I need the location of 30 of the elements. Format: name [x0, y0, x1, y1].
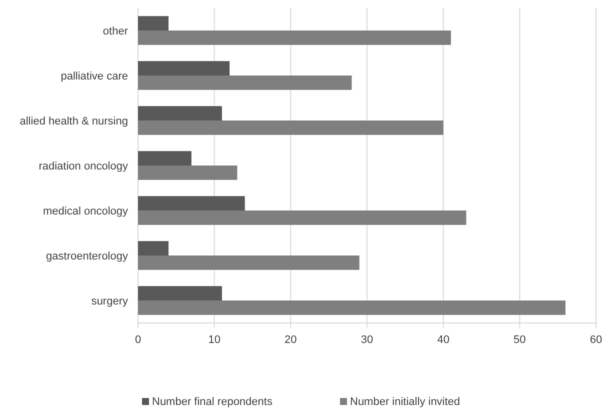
bar [138, 76, 352, 90]
x-tick-label: 60 [590, 334, 602, 346]
bar [138, 106, 222, 120]
y-tick-label: other [102, 26, 128, 38]
x-tick-label: 0 [134, 334, 142, 346]
bar [138, 30, 451, 45]
bar [138, 61, 230, 76]
y-tick-label: medical oncology [43, 206, 128, 218]
bar [138, 241, 169, 256]
x-tick-label: 20 [284, 334, 297, 346]
x-tick-label: 30 [360, 334, 374, 346]
legend-label: Number initially invited [350, 396, 460, 408]
bar [138, 16, 169, 30]
y-tick-label: allied health & nursing [20, 116, 128, 128]
y-tick-label: palliative care [60, 70, 128, 82]
x-tick-label: 50 [514, 334, 526, 346]
bar [138, 256, 360, 270]
bar [138, 151, 192, 166]
bar [138, 120, 444, 135]
legend-label: Number final repondents [152, 396, 273, 408]
bar [138, 166, 238, 180]
bar [138, 300, 566, 315]
y-tick-label: radiation oncology [38, 160, 128, 172]
bar [138, 210, 466, 225]
x-tick-label: 40 [437, 334, 450, 346]
y-tick-label: surgery [91, 296, 128, 308]
y-tick-label: gastroenterology [46, 250, 128, 262]
bar [138, 286, 222, 300]
bar [138, 196, 245, 210]
x-tick-label: 10 [208, 334, 220, 346]
